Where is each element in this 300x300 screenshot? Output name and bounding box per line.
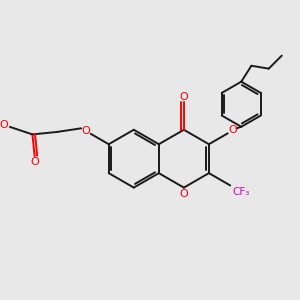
Text: O: O — [179, 92, 188, 102]
Text: CF₃: CF₃ — [233, 187, 250, 197]
Text: O: O — [31, 157, 40, 167]
Text: O: O — [179, 189, 188, 199]
Text: O: O — [0, 120, 8, 130]
Text: O: O — [81, 126, 90, 136]
Text: O: O — [228, 125, 237, 136]
